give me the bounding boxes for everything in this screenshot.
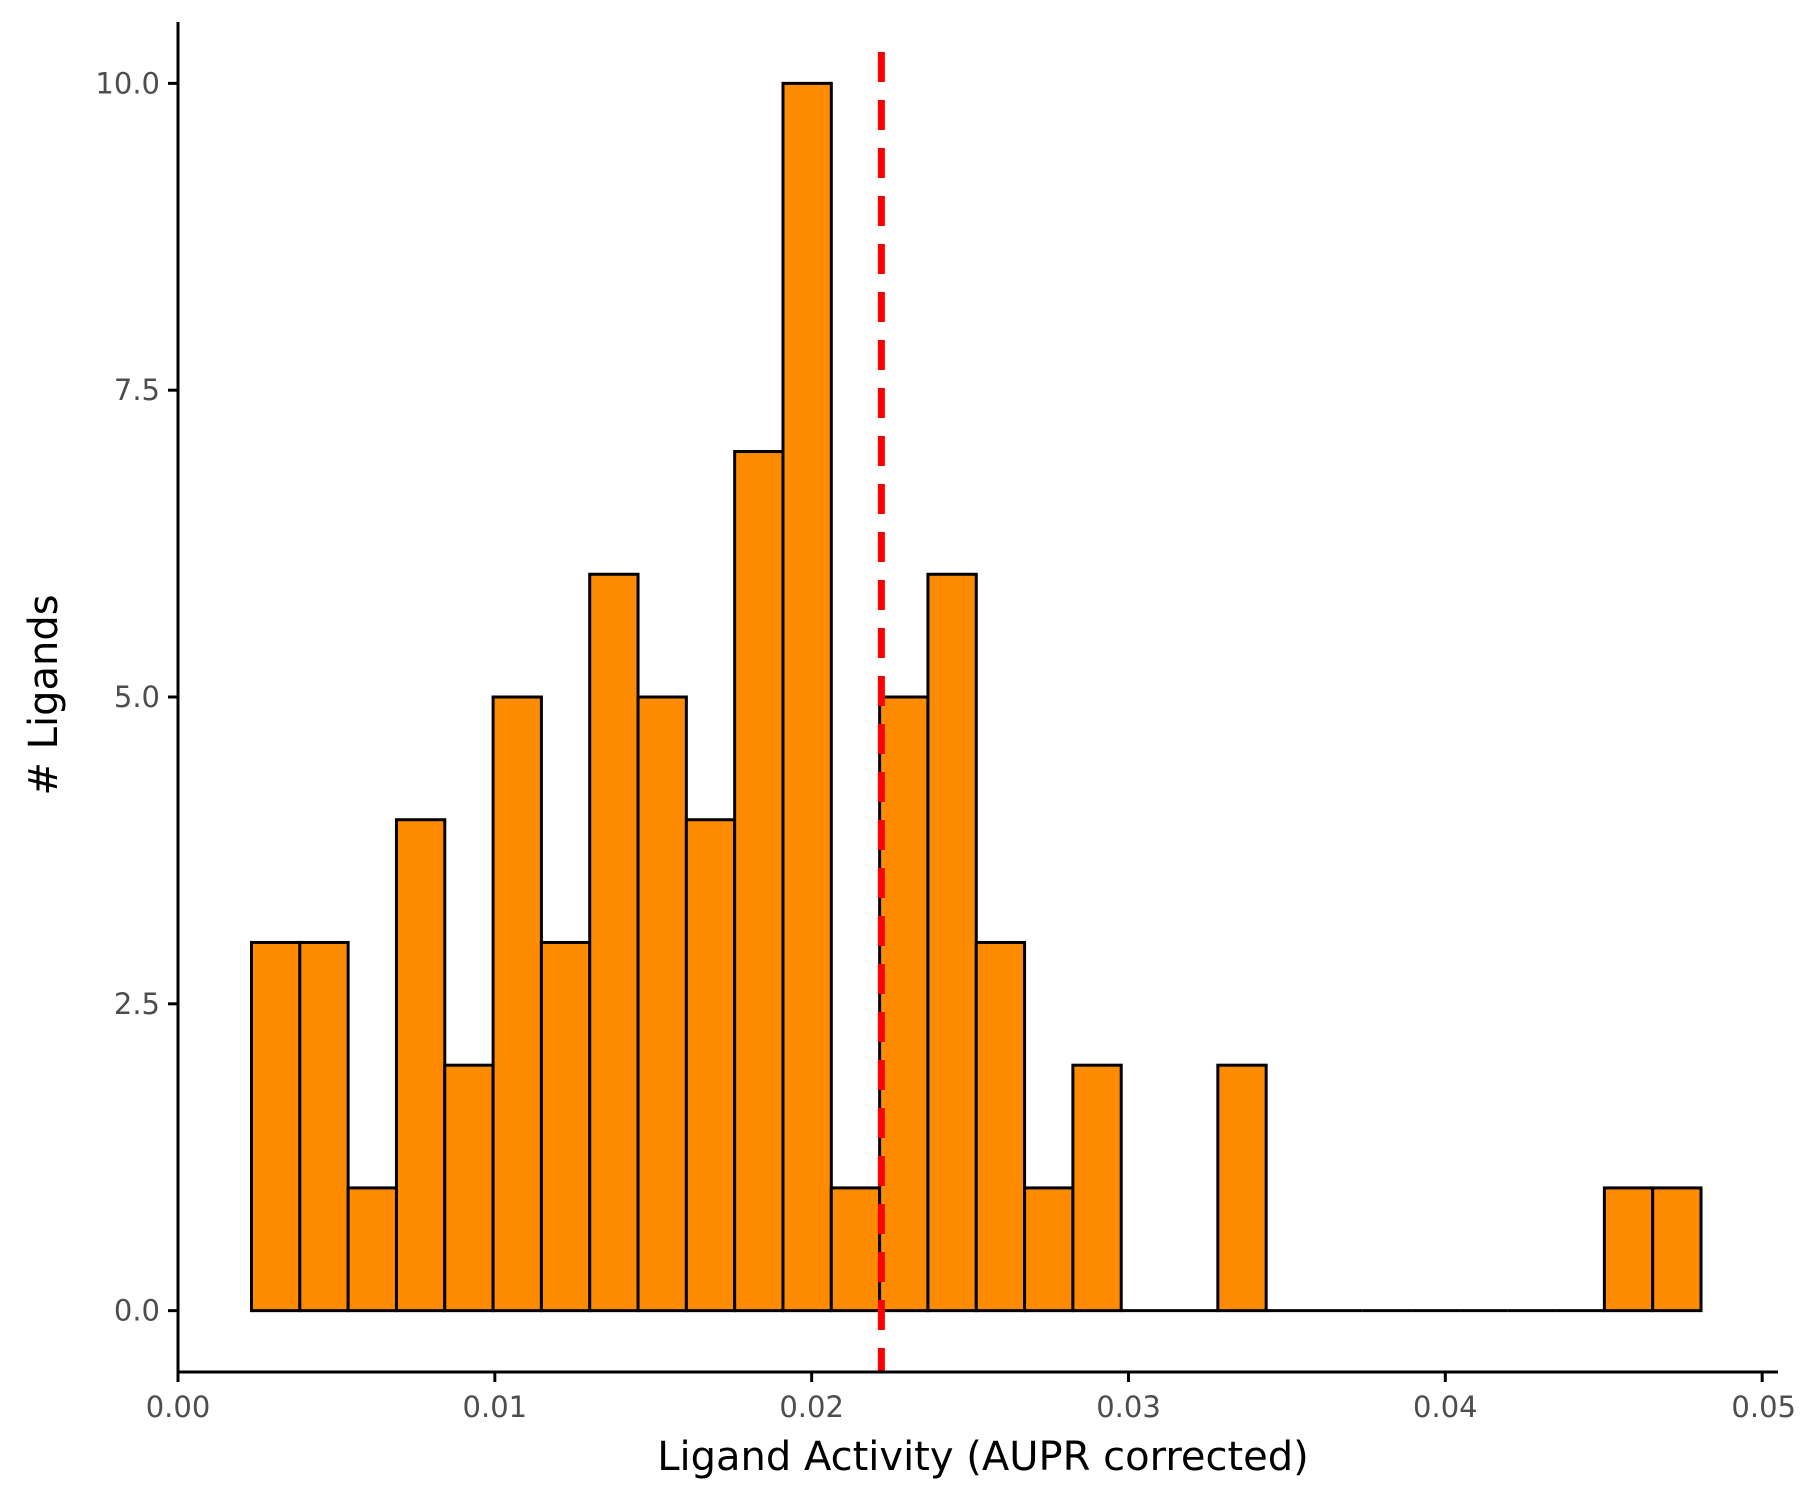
histogram-bar — [250, 940, 302, 1313]
histogram-bar — [829, 1186, 882, 1313]
x-tick-label: 0.01 — [463, 1390, 528, 1424]
histogram-bar — [1602, 1186, 1655, 1313]
x-axis-title: Ligand Activity (AUPR corrected) — [657, 1434, 1309, 1480]
histogram-bar — [926, 572, 978, 1313]
histogram-bar — [1216, 1063, 1268, 1313]
y-tick-label: 10.0 — [95, 66, 160, 100]
histogram-bar — [491, 695, 543, 1313]
y-tick-label: 2.5 — [114, 987, 160, 1021]
x-tick-label: 0.02 — [779, 1390, 844, 1424]
histogram-bar — [298, 940, 350, 1313]
y-tick-label: 0.0 — [114, 1294, 160, 1328]
bars-layer — [250, 81, 1703, 1313]
histogram-bar — [1651, 1186, 1703, 1313]
histogram-bar — [733, 450, 785, 1313]
x-tick-label: 0.03 — [1096, 1390, 1161, 1424]
ticks-layer: 0.0 2.5 5.0 7.5 10.0 0.00 0.01 0.02 0.03 0.04 0.05 — [95, 66, 1796, 1424]
x-tick-label: 0.00 — [146, 1390, 211, 1424]
histogram-bar — [684, 818, 737, 1313]
histogram-bar — [539, 940, 592, 1313]
histogram-bar — [443, 1063, 495, 1313]
histogram-bar — [974, 940, 1027, 1313]
histogram-bar — [394, 818, 447, 1313]
histogram-bar — [636, 695, 688, 1313]
y-axis-title: # Ligands — [21, 594, 67, 795]
x-tick-label: 0.05 — [1731, 1390, 1796, 1424]
histogram-bar — [878, 695, 930, 1313]
histogram-bar — [588, 572, 640, 1313]
x-tick-label: 0.04 — [1413, 1390, 1478, 1424]
histogram-bar — [1023, 1186, 1075, 1313]
y-tick-label: 5.0 — [114, 680, 160, 714]
y-tick-label: 7.5 — [114, 373, 160, 407]
histogram-bar — [781, 81, 833, 1313]
histogram-bar — [1071, 1063, 1123, 1313]
histogram-bar — [346, 1186, 398, 1313]
